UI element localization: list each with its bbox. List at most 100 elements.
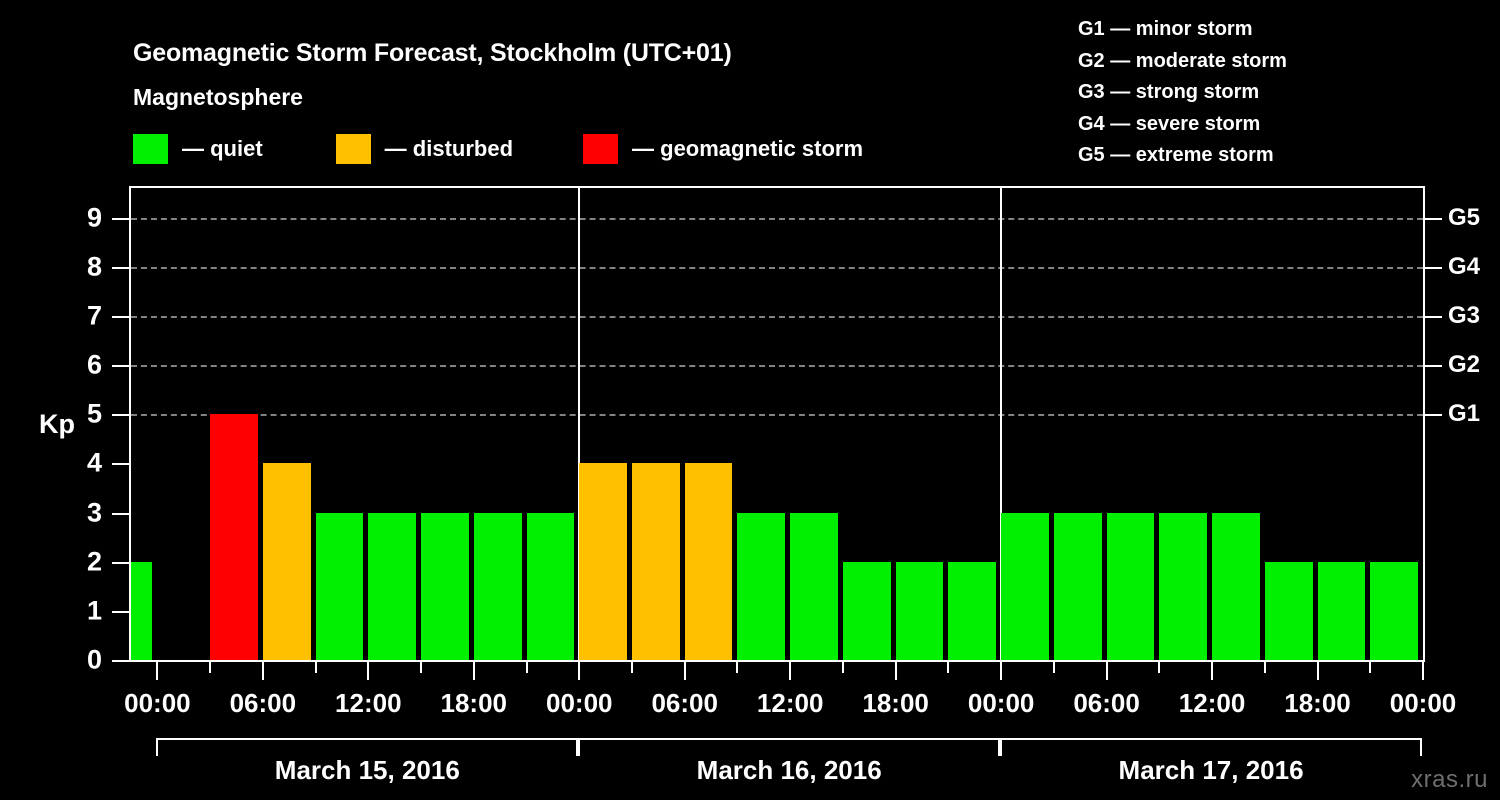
y-tick (112, 414, 129, 417)
color-legend: — quiet — disturbed — geomagnetic storm (133, 133, 863, 165)
g-legend-item: G1 — minor storm (1078, 18, 1253, 40)
x-tick (1369, 662, 1372, 673)
legend-item: — quiet (133, 134, 263, 164)
chart-subtitle: Magnetosphere (133, 84, 303, 110)
y-tick-label: 2 (86, 546, 102, 577)
y-tick-label: 8 (86, 251, 102, 282)
x-tick (894, 662, 897, 680)
x-tick-label: 12:00 (1178, 688, 1246, 718)
y-tick (112, 315, 129, 318)
x-tick (209, 662, 212, 673)
g-tick (1425, 365, 1442, 367)
bar (631, 463, 680, 660)
bar (948, 561, 997, 660)
g-legend-item: G3 — strong storm (1078, 81, 1260, 103)
y-tick (112, 365, 129, 367)
bar (315, 512, 364, 660)
y-tick-label: 9 (86, 202, 102, 232)
bar (1370, 561, 1418, 660)
day-divider (1000, 188, 1003, 660)
day-label: March 17, 2016 (1118, 755, 1304, 785)
bar (421, 512, 469, 660)
g-tick (1425, 315, 1442, 318)
y-tick-label: 5 (86, 398, 102, 429)
gridline (131, 217, 1423, 220)
y-tick-label: 0 (86, 644, 102, 675)
bar (1212, 512, 1260, 660)
red-swatch (583, 134, 619, 164)
legend-item: — disturbed (335, 134, 514, 164)
y-tick (112, 512, 129, 515)
plot-area (131, 188, 1423, 660)
bar (526, 512, 575, 660)
bar-series (131, 188, 1423, 660)
day-label: March 15, 2016 (274, 755, 460, 785)
g-axis-label: G4 (1448, 252, 1481, 280)
y-tick-label: 3 (86, 497, 102, 527)
bar (1264, 561, 1313, 660)
bar (579, 463, 627, 660)
bar (737, 512, 786, 660)
x-tick (947, 662, 950, 673)
bar (210, 414, 258, 660)
g-legend-item: G4 — severe storm (1078, 112, 1261, 135)
y-axis-title: Kp (39, 409, 75, 439)
x-tick (1052, 662, 1055, 673)
x-tick (789, 662, 792, 680)
y-tick (112, 463, 129, 466)
legend-item: — geomagnetic storm (583, 134, 863, 164)
x-tick-label: 00:00 (1389, 688, 1457, 718)
g-tick (1425, 266, 1442, 269)
x-tick-label: 18:00 (440, 688, 508, 718)
bar (473, 512, 522, 660)
x-tick (630, 662, 633, 673)
y-tick (112, 266, 129, 269)
x-tick (156, 662, 159, 680)
plot-frame (129, 186, 1425, 662)
x-tick-label: 00:00 (967, 688, 1035, 718)
g-tick (1425, 217, 1442, 220)
y-tick (112, 610, 129, 613)
g-legend-item: G5 — extreme storm (1078, 144, 1274, 166)
bar (684, 463, 733, 660)
g-axis-label: G5 (1448, 203, 1481, 231)
x-tick-label: 12:00 (335, 688, 402, 718)
bar (1001, 512, 1049, 660)
x-tick-label: 18:00 (1284, 688, 1351, 718)
page-title: Geomagnetic Storm Forecast, Stockholm (U… (133, 38, 732, 67)
day-label: March 16, 2016 (696, 755, 882, 785)
g-axis-label: G2 (1448, 351, 1481, 378)
x-tick (736, 662, 739, 673)
x-tick (1263, 662, 1266, 673)
legend-label: — disturbed (384, 136, 514, 161)
watermark: xras.ru (1411, 766, 1488, 793)
gridline (131, 365, 1423, 367)
orange-swatch (335, 134, 371, 164)
g-scale-legend: G1 — minor storm G2 — moderate storm G3 — … (1078, 14, 1287, 172)
day-divider (578, 188, 581, 660)
x-tick (1316, 662, 1319, 680)
legend-label: — quiet (182, 136, 263, 161)
x-tick (1211, 662, 1214, 680)
x-tick (1422, 662, 1424, 680)
y-tick-label: 7 (86, 300, 102, 331)
x-tick (314, 662, 317, 673)
y-tick-label: 1 (86, 595, 102, 626)
y-tick-label: 4 (86, 447, 102, 478)
bar (895, 561, 944, 660)
x-tick (1105, 662, 1108, 680)
x-tick (367, 662, 370, 680)
g-axis-label: G1 (1448, 400, 1481, 428)
bar (1053, 512, 1102, 660)
bar (131, 561, 153, 660)
y-tick (112, 217, 129, 220)
x-tick-label: 18:00 (862, 688, 929, 718)
g-legend-item: G2 — moderate storm (1078, 49, 1287, 72)
legend-label: — geomagnetic storm (632, 136, 864, 161)
x-tick (1158, 662, 1161, 673)
bar (1106, 512, 1155, 660)
g-tick (1425, 414, 1442, 417)
x-tick (525, 662, 528, 673)
x-tick-label: 12:00 (756, 688, 824, 718)
x-tick (472, 662, 475, 680)
